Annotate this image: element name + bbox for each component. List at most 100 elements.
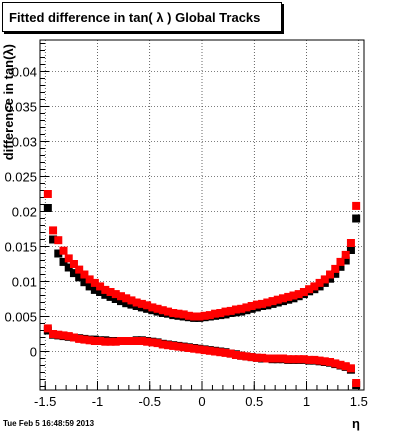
data-point (117, 337, 125, 345)
data-point (242, 303, 251, 312)
data-point (153, 339, 162, 348)
data-point (310, 282, 319, 291)
data-point (90, 285, 99, 294)
data-point (43, 324, 52, 333)
x-tick-label: 0.5 (245, 394, 263, 409)
data-point (284, 292, 293, 301)
data-point (331, 359, 340, 368)
data-point (294, 355, 303, 364)
data-point (122, 337, 131, 345)
data-point (247, 353, 256, 362)
y-axis-title: difference in tan(λ) (1, 44, 16, 160)
data-point (205, 311, 214, 320)
x-tick-label: 1.5 (350, 394, 368, 409)
data-point (111, 295, 120, 303)
data-point (174, 342, 183, 351)
data-point (111, 290, 120, 299)
data-point (169, 341, 178, 350)
data-point (195, 345, 204, 354)
data-point (64, 254, 73, 263)
data-point (237, 351, 246, 360)
data-point (205, 346, 214, 355)
y-tick-label: 0.04 (12, 65, 37, 80)
data-point (143, 301, 152, 310)
y-tick-label: 0.03 (12, 135, 37, 150)
data-point (305, 355, 314, 364)
data-point (117, 297, 125, 306)
tick-labels: -1.5 -1 -0.5 0 0.5 1 1.5 0 0.005 0.01 0.015 0.02 0.0… (4, 65, 367, 410)
data-point (216, 309, 225, 317)
y-tick-label: 0.01 (12, 275, 37, 290)
data-point (310, 355, 319, 364)
data-point (164, 341, 173, 350)
data-point (200, 311, 209, 320)
series-2 (43, 190, 361, 321)
data-point (263, 298, 272, 307)
data-point (315, 356, 324, 365)
data-point (96, 282, 105, 291)
data-point (200, 346, 209, 355)
data-point (101, 285, 110, 294)
data-point (221, 307, 230, 316)
data-point (43, 190, 52, 198)
data-point (54, 330, 63, 339)
data-point (64, 263, 73, 272)
data-point (289, 355, 298, 364)
y-tick-label: 0.02 (12, 205, 37, 220)
data-point (122, 294, 131, 303)
data-point (96, 337, 105, 345)
data-point (279, 294, 287, 303)
y-tick-label: 0.015 (4, 240, 37, 255)
data-point (336, 257, 345, 266)
data-point (148, 338, 157, 347)
x-axis-title: η (352, 416, 360, 431)
data-point (341, 250, 350, 259)
data-point (184, 344, 193, 352)
data-point (127, 337, 136, 345)
data-point (247, 302, 256, 310)
data-point (80, 335, 89, 344)
data-point (85, 336, 94, 345)
y-tick-label: 0 (30, 345, 37, 360)
data-point (137, 337, 146, 345)
data-point (101, 290, 110, 299)
y-tick-label: 0.025 (4, 170, 37, 185)
data-point (268, 297, 277, 306)
data-point (75, 334, 84, 343)
data-point (75, 273, 84, 282)
data-point (153, 304, 162, 313)
data-point (132, 337, 141, 345)
data-point (49, 235, 58, 244)
data-point (252, 300, 261, 309)
data-point (346, 364, 355, 373)
data-point (106, 337, 115, 346)
data-point (69, 269, 78, 278)
data-point (164, 307, 173, 316)
data-point (49, 226, 58, 235)
x-tick-label: -0.5 (139, 394, 161, 409)
x-tick-label: -1 (92, 394, 104, 409)
data-point (231, 305, 240, 314)
data-point (242, 352, 251, 361)
data-point (326, 270, 335, 279)
data-point (54, 236, 63, 245)
data-point (106, 292, 115, 301)
data-point (258, 353, 267, 362)
data-points (43, 190, 361, 390)
data-point (184, 311, 193, 320)
data-point (216, 348, 225, 357)
data-point (127, 296, 136, 305)
data-point (190, 312, 199, 321)
data-point (75, 265, 84, 274)
data-point (158, 340, 167, 349)
x-tick-label: 0 (198, 394, 205, 409)
data-point (273, 295, 282, 304)
data-point (106, 288, 115, 296)
data-point (341, 362, 350, 371)
chart-title: Fitted difference in tan( λ ) Global Tra… (9, 10, 261, 25)
data-point (279, 354, 287, 363)
data-point (346, 246, 355, 254)
data-point (54, 249, 63, 258)
timestamp: Tue Feb 5 16:48:59 2013 (3, 419, 95, 428)
